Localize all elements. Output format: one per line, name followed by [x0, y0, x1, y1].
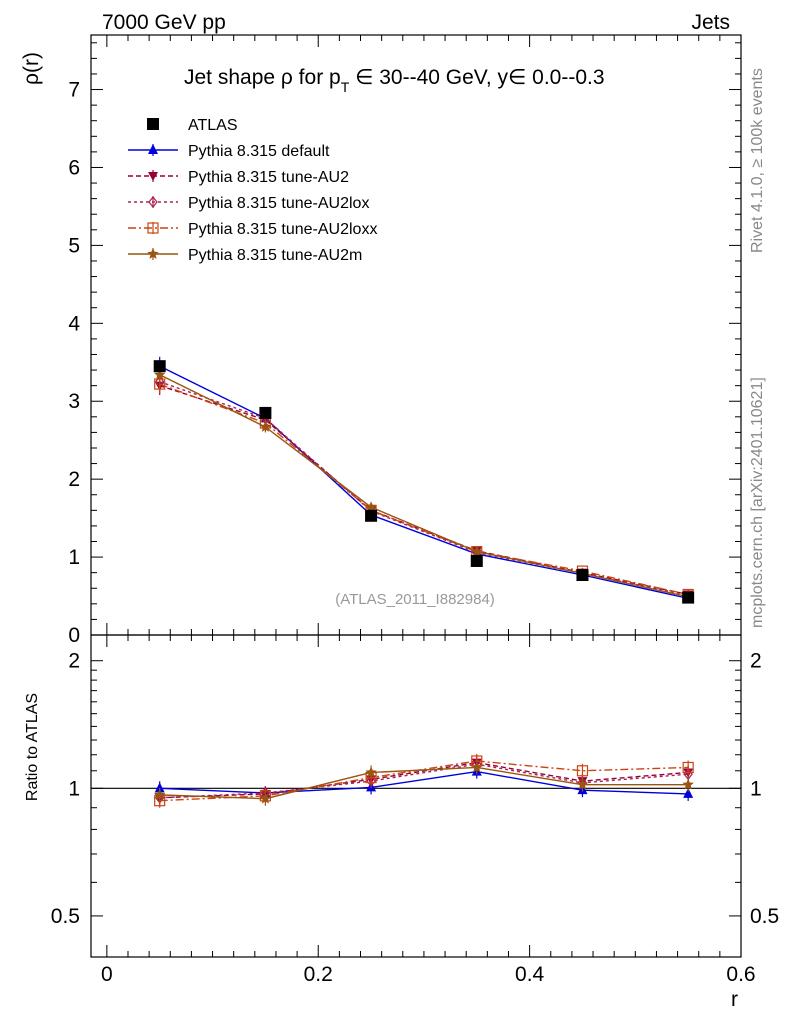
legend-marker [147, 248, 159, 259]
data-point [471, 545, 483, 557]
ratio-y-tick-label: 2 [68, 650, 80, 673]
main-series [153, 356, 695, 604]
ratio-point [576, 765, 589, 777]
axis-ticks [91, 35, 742, 958]
plot-title: Jet shape ρ for pT ∈ 30--40 GeV, y∈ 0.0-… [184, 66, 605, 95]
ratio-series-line [159, 766, 689, 800]
legend: ATLAS Pythia 8.315 default Pythia 8.315 tu… [128, 117, 377, 264]
legend-label: Pythia 8.315 tune-AU2lox [188, 195, 369, 212]
ratio-series-line [159, 770, 689, 795]
series-line [159, 374, 689, 598]
ratio-point [154, 788, 166, 800]
ratio-y-tick-label-right: 1 [750, 777, 762, 800]
ratio-series-line [159, 763, 689, 799]
x-axis-label: r [731, 988, 738, 1011]
x-tick-label: 0 [101, 963, 113, 986]
legend-marker [147, 222, 159, 234]
rivet-version-label: Rivet 4.1.0, ≥ 100k events [749, 68, 766, 253]
atlas-data-point [259, 406, 272, 419]
atlas-data-point [470, 554, 483, 567]
ratio-y-tick-label-right: 2 [750, 650, 762, 673]
legend-label: Pythia 8.315 tune-AU2 [188, 169, 349, 186]
ratio-point [154, 782, 165, 793]
ratio-point [365, 766, 377, 778]
ratio-point [366, 775, 376, 788]
atlas-data-point [153, 360, 166, 373]
x-tick-label: 0.4 [515, 963, 545, 986]
atlas-data-point [576, 569, 589, 581]
process-label: Jets [691, 11, 730, 34]
series-line [159, 383, 689, 596]
ratio-y-axis-label: Ratio to ATLAS [24, 693, 41, 801]
source-label: mcplots.cern.ch [arXiv:2401.10621] [749, 377, 766, 628]
y-tick-label: 7 [68, 79, 80, 102]
y-tick-label: 3 [68, 390, 80, 413]
y-tick-label: 6 [68, 156, 80, 179]
legend-label: ATLAS [188, 117, 238, 134]
y-tick-label: 5 [68, 234, 80, 257]
title-part: Jet shape ρ for p [184, 66, 341, 89]
title-subscript: T [341, 79, 350, 95]
atlas-data-point [365, 509, 378, 522]
data-point [259, 420, 272, 432]
y-tick-label: 1 [68, 546, 80, 569]
ratio-point [471, 761, 483, 773]
series-line [159, 365, 689, 600]
ratio-point [576, 778, 589, 790]
ratio-y-tick-label: 0.5 [51, 905, 80, 928]
legend-marker [147, 118, 159, 130]
atlas-data-point [682, 591, 695, 604]
tick-labels: 0 0.2 0.4 0.6 0 1 2 3 4 5 6 7 0.5 0.5 1 1 2 2 [51, 79, 779, 986]
x-tick-label: 0.2 [304, 963, 333, 986]
ratio-series [154, 754, 694, 808]
legend-label: Pythia 8.315 tune-AU2loxx [188, 221, 377, 238]
ratio-series-line [159, 760, 689, 802]
data-point [154, 368, 166, 380]
ratio-point [682, 778, 694, 790]
title-part: ∈ 30--40 GeV, y∈ 0.0--0.3 [349, 66, 604, 89]
data-point [365, 501, 377, 513]
ratio-point [259, 792, 272, 804]
ratio-y-tick-label: 1 [68, 777, 80, 800]
ratio-series-line [159, 761, 689, 799]
x-tick-label: 0.6 [726, 963, 755, 986]
ratio-plot-frame [90, 634, 742, 958]
legend-marker [148, 172, 158, 181]
ratio-point [683, 787, 694, 798]
legend-marker [148, 196, 158, 208]
legend-label: Pythia 8.315 default [188, 143, 330, 160]
ratio-y-tick-label-right: 0.5 [750, 905, 779, 928]
legend-label: Pythia 8.315 tune-AU2m [188, 247, 362, 264]
analysis-annotation: (ATLAS_2011_I882984) [335, 591, 495, 608]
legend-marker [148, 144, 158, 154]
y-axis-label: ρ(r) [20, 52, 43, 85]
y-tick-label: 0 [68, 624, 80, 647]
ratio-point [682, 761, 694, 774]
y-tick-label: 4 [68, 312, 80, 335]
series-line [159, 384, 689, 596]
y-tick-label: 2 [68, 468, 80, 491]
beam-energy-label: 7000 GeV pp [102, 11, 226, 34]
